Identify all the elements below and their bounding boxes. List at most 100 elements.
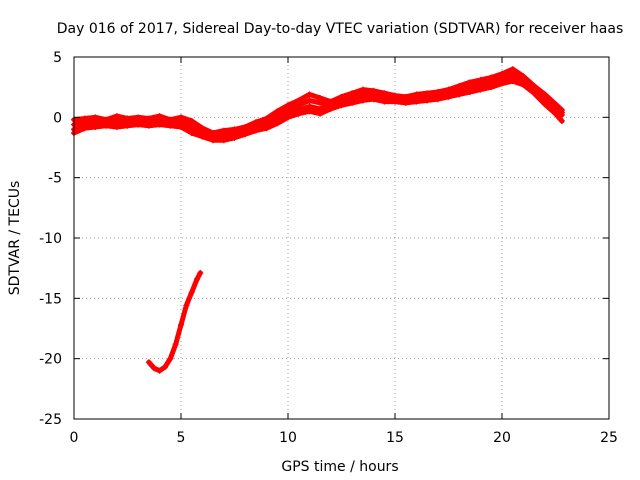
data-point [178,123,184,130]
data-point [188,121,195,128]
data-point [306,108,313,115]
data-point [466,82,473,89]
data-point [359,97,366,104]
data-point [178,116,184,123]
data-point [509,78,516,85]
data-point [92,123,99,130]
x-tick-label: 5 [177,430,186,446]
data-point [113,123,120,130]
data-point [499,74,505,81]
x-tick-label: 20 [493,430,511,446]
data-point [531,90,538,97]
data-point [151,365,158,372]
data-point [477,86,484,93]
data-point [274,113,281,120]
data-point [92,117,99,124]
data-point [199,127,206,134]
data-point [381,98,388,105]
data-point [285,107,291,114]
data-point [172,341,179,348]
data-point [558,117,565,124]
x-tick-label: 0 [70,430,79,446]
data-point [167,122,174,129]
series-line [71,78,565,143]
data-point [161,364,168,371]
data-point [295,102,302,109]
data-point [488,78,495,85]
data-point [488,84,495,91]
data-point [188,289,195,296]
y-axis-label: SDTVAR / TECUs [7,181,23,296]
data-point [541,93,548,100]
y-tick-label: 5 [53,50,62,66]
data-point [338,102,345,109]
data-point [135,121,142,128]
data-point [231,134,238,141]
data-point [445,93,452,100]
y-tick-label: -10 [39,231,62,247]
series-sdtvar-track-4 [71,78,565,144]
data-point [199,133,206,140]
data-point [381,92,388,99]
x-tick-label: 25 [600,430,618,446]
data-point [81,125,88,132]
data-point [306,91,313,98]
data-point [178,321,184,328]
data-point [424,97,431,104]
data-point [413,98,420,105]
y-tick-label: -15 [39,291,62,307]
data-point [242,131,249,138]
data-point [509,70,516,77]
data-point [220,131,227,138]
data-point [552,110,559,117]
data-point [520,75,527,82]
y-tick-label: -5 [48,171,62,187]
data-point [558,109,565,116]
data-point [477,80,484,87]
data-point [145,359,152,366]
data-point [317,99,324,106]
data-point [434,96,441,103]
data-point [188,130,195,137]
data-point [220,137,227,144]
data-point [263,119,270,126]
data-point [317,110,324,117]
data-point [124,122,131,129]
x-tick-label: 15 [386,430,404,446]
data-point [295,110,302,117]
y-tick-label: -25 [39,412,62,428]
data-point [520,81,527,88]
data-point [402,99,409,106]
series-sdtvar-segment [145,269,204,374]
data-point [285,114,291,121]
data-point [103,122,110,129]
data-point [306,97,313,104]
data-point [156,367,163,374]
x-tick-label: 10 [279,430,297,446]
data-point [145,122,152,129]
data-point [466,88,473,95]
data-point [81,119,88,126]
data-point [456,91,463,98]
data-point [392,98,398,105]
data-point [194,276,201,283]
data-point [252,121,259,128]
ticks: 0 5 10 15 20 25 5 0 -5 -10 -15 -20 -25 [39,50,618,446]
data-point [370,96,377,103]
y-tick-label: 0 [53,110,62,126]
data-point [359,90,366,97]
data-point [552,103,559,110]
data-point [370,90,377,97]
data-point [327,105,334,112]
series-sdtvar-track-3 [71,70,565,139]
data-point [183,302,190,309]
data-point [156,121,163,128]
data-point [210,137,217,144]
data-point [338,96,345,103]
chart-title: Day 016 of 2017, Sidereal Day-to-day VTE… [57,21,624,37]
data-point [113,117,120,124]
y-tick-label: -20 [39,352,62,368]
data-point [349,92,356,99]
x-axis-label: GPS time / hours [281,459,398,475]
